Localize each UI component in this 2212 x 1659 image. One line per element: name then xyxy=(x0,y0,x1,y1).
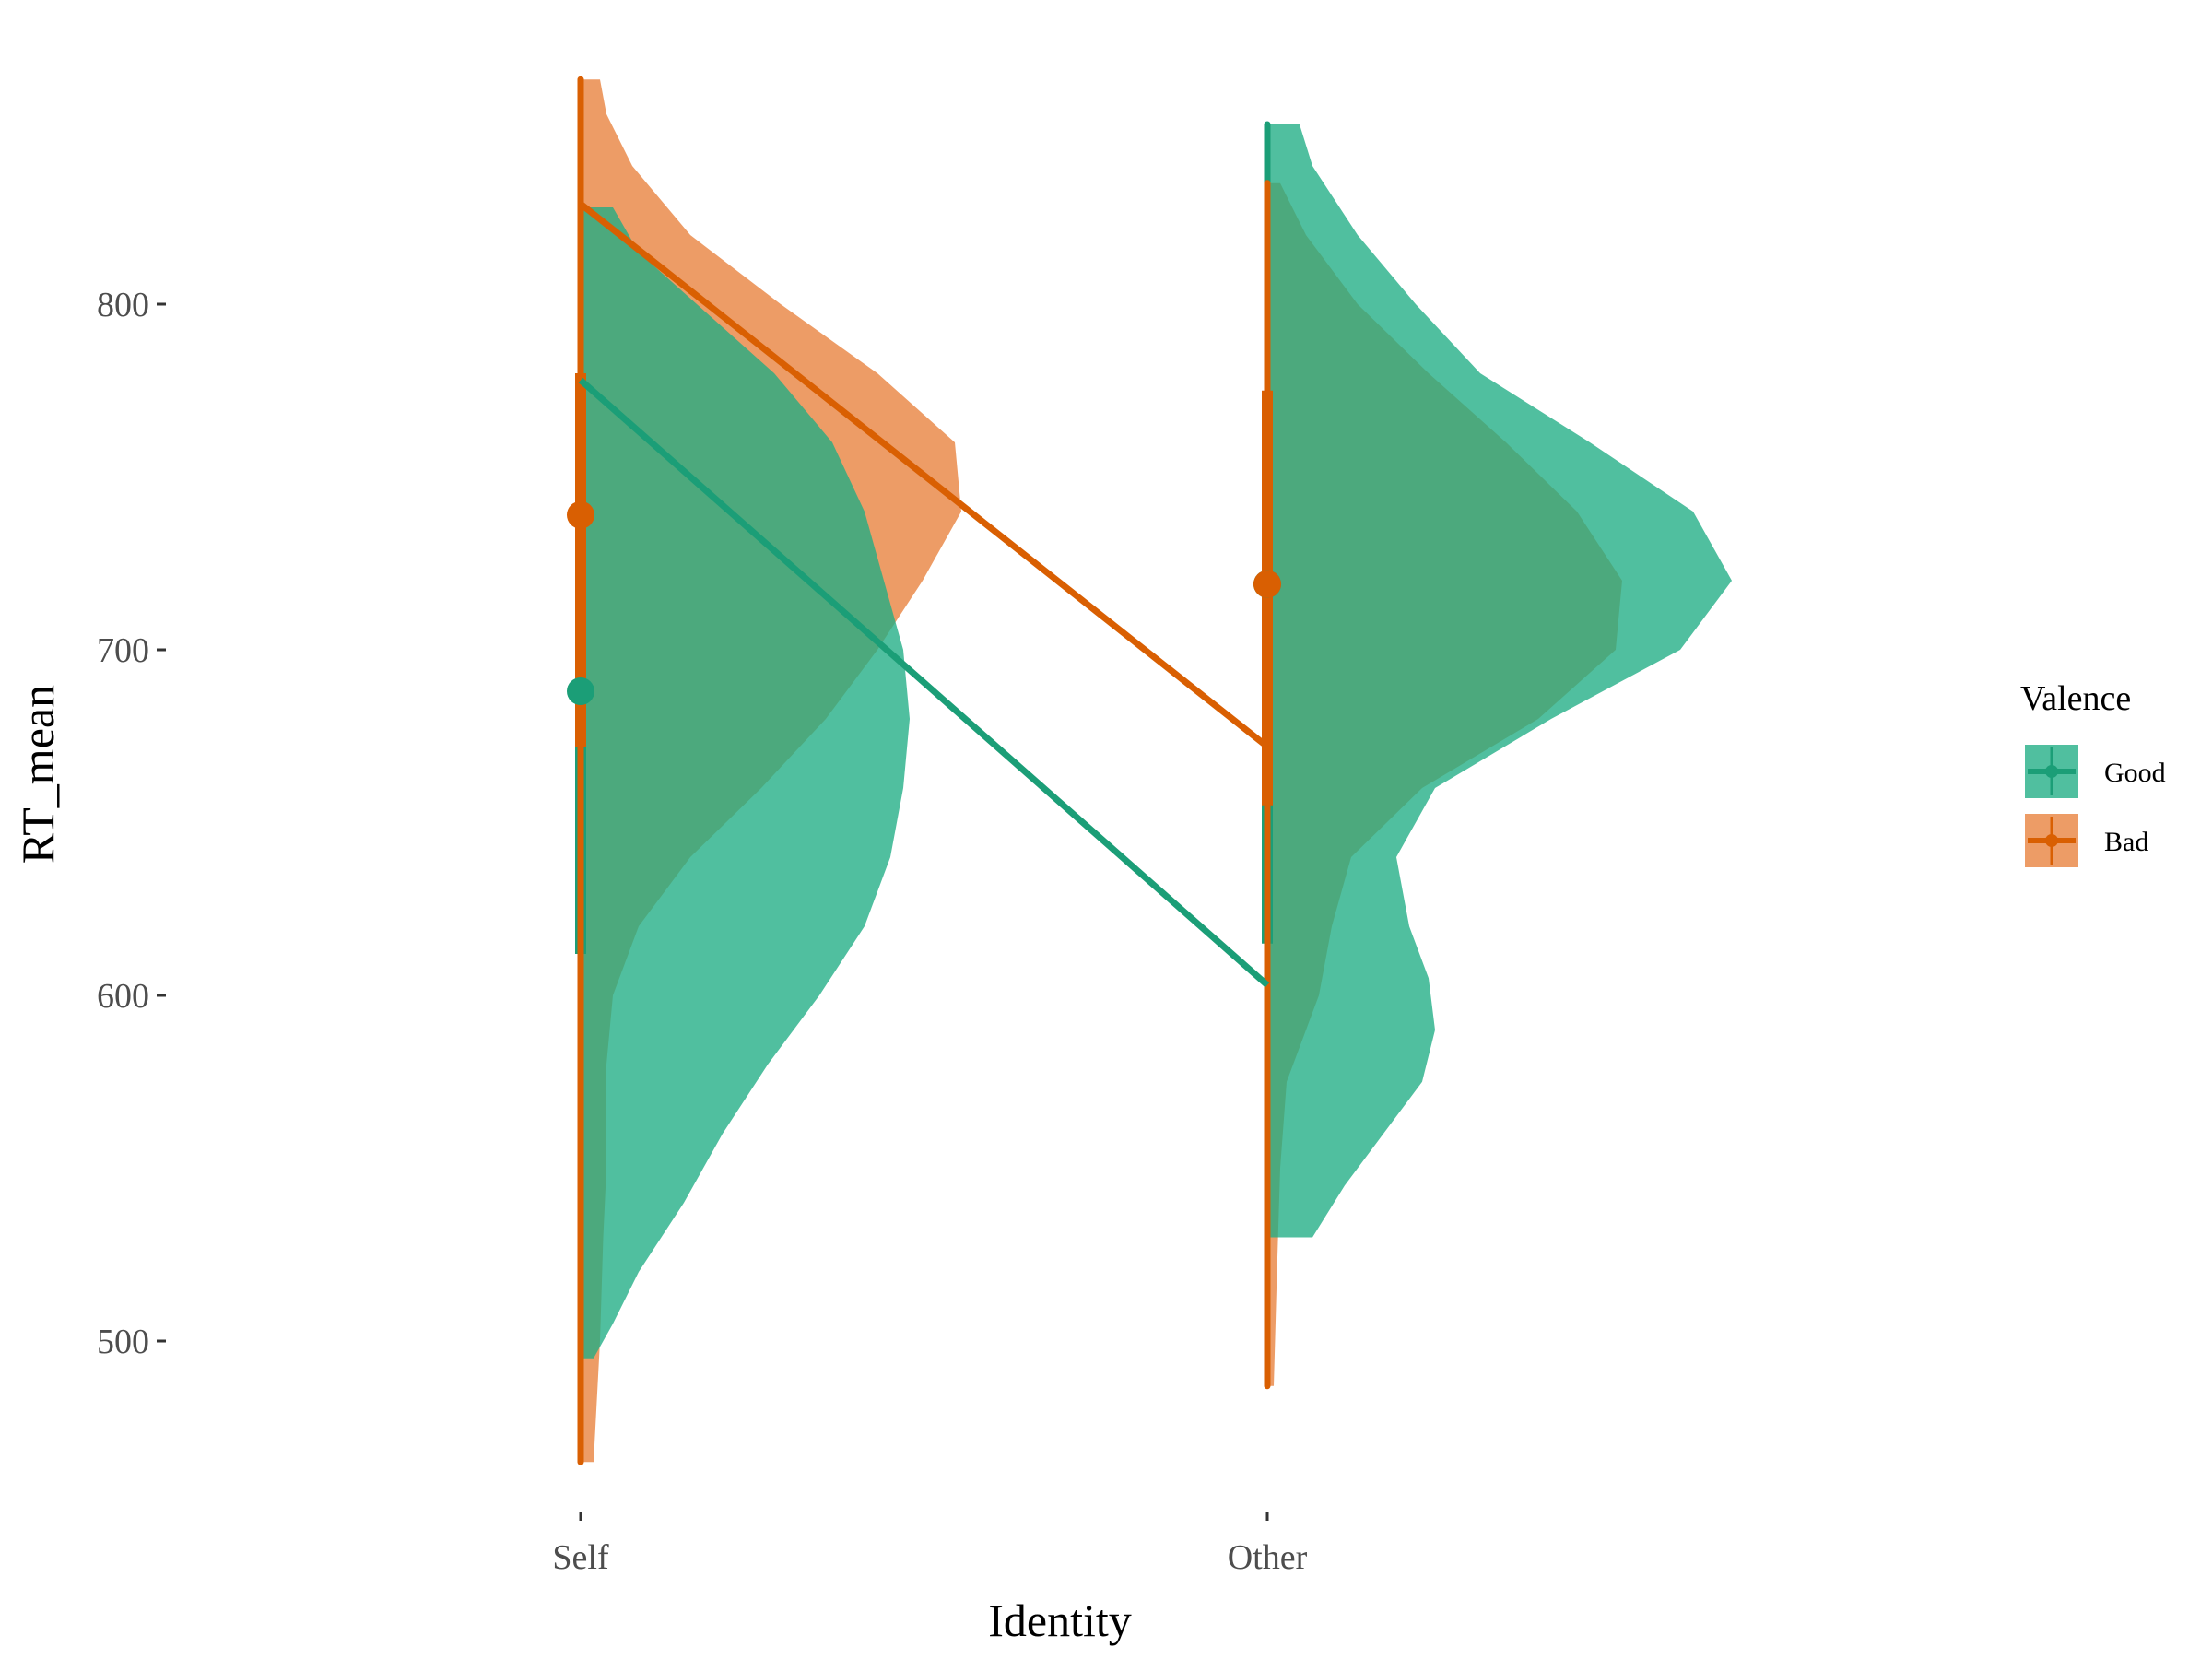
legend-label-bad: Bad xyxy=(2104,827,2148,857)
legend: Valence Good Bad xyxy=(2020,679,2166,867)
violin-good-self xyxy=(581,207,910,1359)
legend-key-point xyxy=(2045,834,2058,847)
y-tick-label-800: 800 xyxy=(97,286,149,324)
y-tick-label-500: 500 xyxy=(97,1323,149,1361)
legend-key-point xyxy=(2045,765,2058,778)
x-tick-label-self: Self xyxy=(552,1538,609,1577)
mean-point-bad-other xyxy=(1253,570,1281,598)
y-tick-label-600: 600 xyxy=(97,977,149,1016)
x-axis-title: Identity xyxy=(988,1594,1132,1646)
y-tick-label-700: 700 xyxy=(97,631,149,670)
x-tick-label-other: Other xyxy=(1228,1538,1308,1577)
legend-label-good: Good xyxy=(2104,758,2166,788)
trend-line-bad xyxy=(578,201,1270,749)
plot-area xyxy=(567,76,1732,1465)
trend-line-good xyxy=(578,377,1270,988)
legend-entry-bad: Bad xyxy=(2025,814,2148,867)
violin-good-other xyxy=(1267,124,1732,1238)
legend-entry-good: Good xyxy=(2025,745,2166,798)
legend-title: Valence xyxy=(2020,679,2131,718)
axes: 500 600 700 800 Self Other xyxy=(97,286,1308,1577)
mean-point-bad-self xyxy=(567,500,594,529)
y-axis-title: RT_mean xyxy=(12,685,64,864)
mean-point-good-self xyxy=(567,677,594,705)
